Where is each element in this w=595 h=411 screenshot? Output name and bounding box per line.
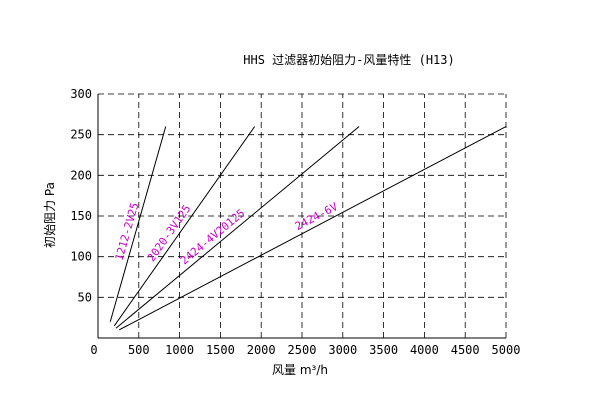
x-tick-label: 4500 bbox=[451, 343, 480, 357]
x-tick-label: 500 bbox=[128, 343, 150, 357]
x-tick-label: 2000 bbox=[247, 343, 276, 357]
series-line-1212-2V25 bbox=[109, 126, 167, 322]
series-lines bbox=[109, 126, 507, 331]
y-tick-label: 250 bbox=[70, 128, 92, 142]
series-label-2424-6V: 2424-6V bbox=[293, 200, 340, 233]
series-line-2020-3V125 bbox=[113, 126, 256, 327]
y-tick-label: 100 bbox=[70, 250, 92, 264]
series-line-2424-4V20125 bbox=[115, 126, 360, 329]
y-tick-label: 150 bbox=[70, 209, 92, 223]
x-tick-label: 3500 bbox=[369, 343, 398, 357]
x-tick-label: 4000 bbox=[410, 343, 439, 357]
y-tick-label: 50 bbox=[78, 290, 92, 304]
x-tick-label: 0 bbox=[90, 343, 97, 357]
series-label-1212-2V25: 1212-2V25 bbox=[113, 201, 142, 262]
tick-labels: 0 500 1000 1500 2000 2500 3000 3500 4000 4500 5000… bbox=[70, 87, 520, 357]
chart-title: HHS 过滤器初始阻力-风量特性 (H13) bbox=[243, 52, 454, 67]
y-axis-title: 初始阻力 Pa bbox=[43, 182, 57, 248]
x-tick-label: 3000 bbox=[328, 343, 357, 357]
x-tick-label: 2500 bbox=[288, 343, 317, 357]
y-tick-label: 200 bbox=[70, 168, 92, 182]
grid bbox=[98, 93, 507, 338]
y-tick-label: 300 bbox=[70, 87, 92, 101]
x-tick-label: 5000 bbox=[492, 343, 521, 357]
x-tick-label: 1500 bbox=[206, 343, 235, 357]
x-axis-title: 风量 m³/h bbox=[272, 363, 328, 377]
x-tick-label: 1000 bbox=[165, 343, 194, 357]
axes bbox=[97, 94, 506, 339]
series-line-2424-6V bbox=[118, 126, 507, 331]
